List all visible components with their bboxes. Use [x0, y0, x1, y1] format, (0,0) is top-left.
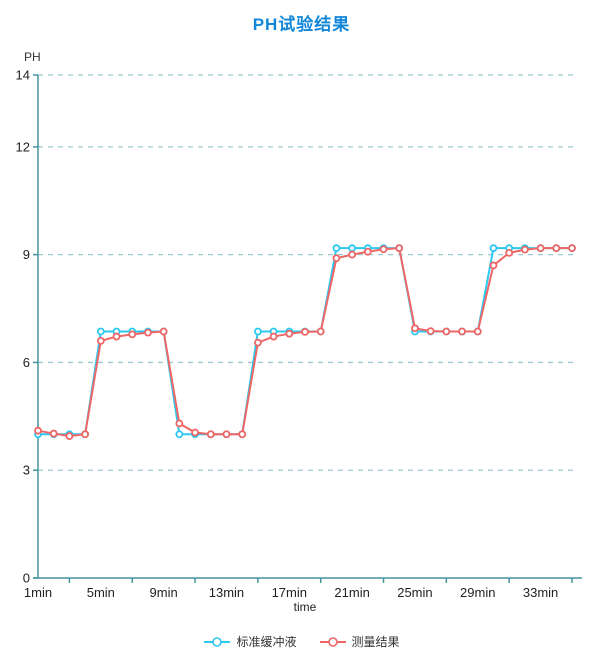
svg-text:9: 9 — [23, 247, 30, 262]
svg-text:25min: 25min — [397, 585, 432, 600]
svg-text:1min: 1min — [24, 585, 52, 600]
legend-label-standard-buffer: 标准缓冲液 — [236, 635, 297, 649]
legend-item-standard-buffer[interactable]: 标准缓冲液 — [203, 633, 297, 650]
svg-text:0: 0 — [23, 571, 30, 586]
y-axis-name: PH — [24, 50, 41, 64]
svg-text:6: 6 — [23, 355, 30, 370]
page-title: PH试验结果 — [252, 15, 351, 34]
svg-text:14: 14 — [16, 68, 30, 83]
svg-text:12: 12 — [16, 139, 30, 154]
svg-text:5min: 5min — [87, 585, 115, 600]
svg-text:33min: 33min — [523, 585, 558, 600]
svg-text:3: 3 — [23, 463, 30, 478]
legend-line-circle-icon-standard — [204, 636, 231, 647]
legend-item-measured-result[interactable]: 测量结果 — [319, 633, 400, 650]
legend-line-circle-icon-measured — [319, 636, 346, 647]
x-axis-name: time — [293, 600, 317, 614]
svg-text:13min: 13min — [209, 585, 244, 600]
svg-text:21min: 21min — [334, 585, 369, 600]
legend-label-measured-result: 测量结果 — [351, 635, 400, 649]
svg-text:29min: 29min — [460, 585, 495, 600]
chart-legend: 标准缓冲液 测量结果 — [0, 633, 603, 650]
svg-text:17min: 17min — [272, 585, 307, 600]
svg-text:9min: 9min — [150, 585, 178, 600]
